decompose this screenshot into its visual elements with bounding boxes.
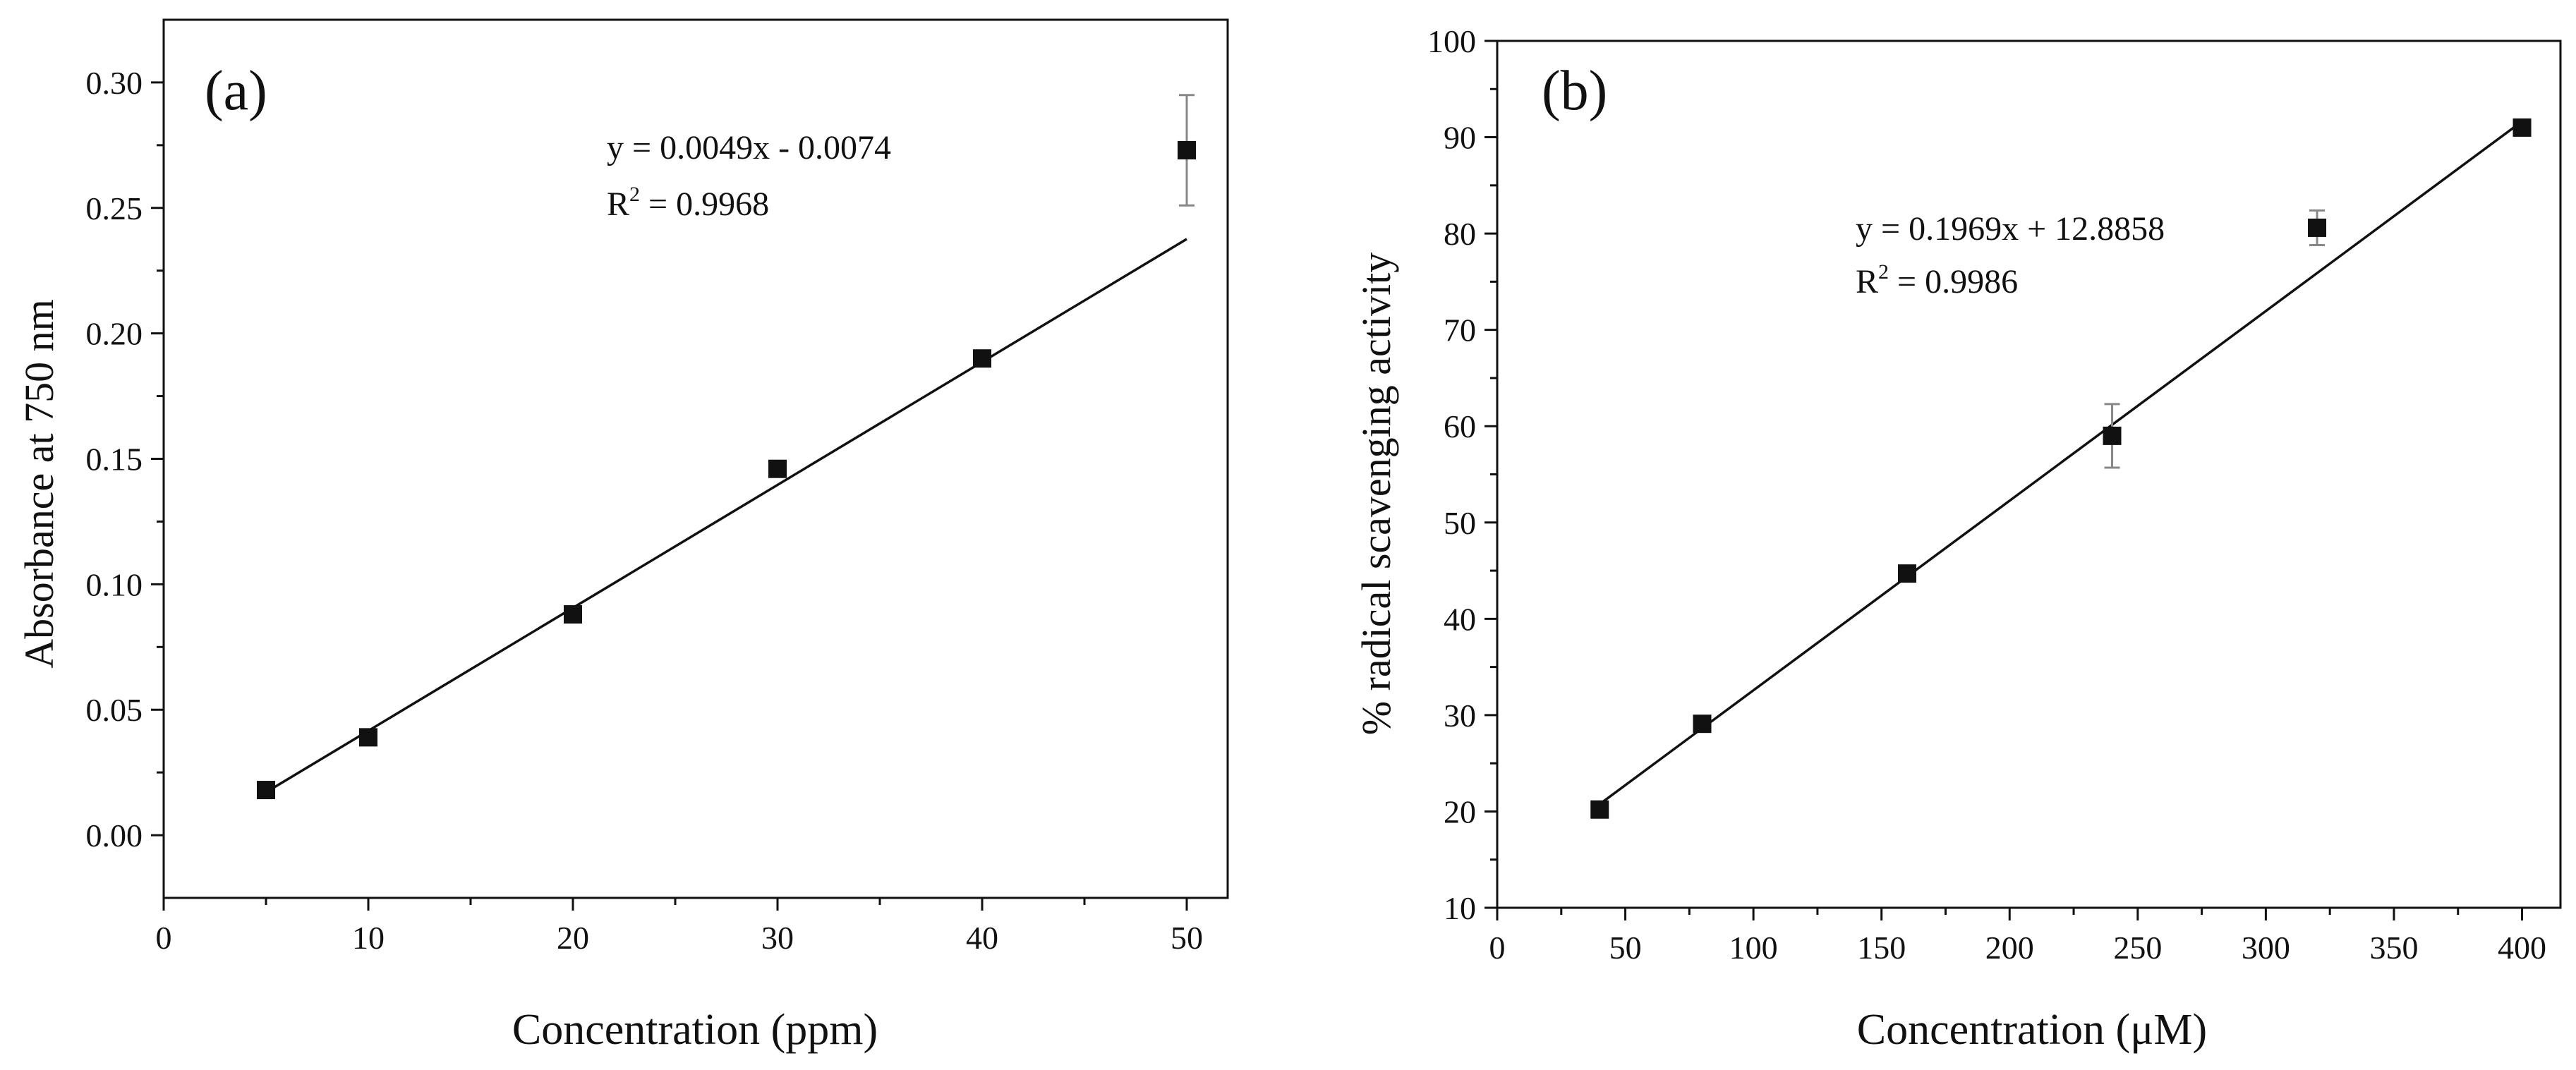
x-tick-label: 200	[1985, 930, 2034, 966]
y-tick-label: 80	[1444, 216, 1476, 252]
y-tick-label: 70	[1444, 312, 1476, 348]
x-tick-label: 50	[1171, 920, 1203, 956]
x-tick-label: 40	[966, 920, 998, 956]
x-tick-label: 0	[156, 920, 172, 956]
y-tick-label: 0.15	[86, 442, 143, 478]
r-squared: R2 = 0.9968	[607, 183, 769, 223]
fit-line	[1599, 120, 2523, 805]
y-tick-label: 40	[1444, 601, 1476, 637]
x-tick-label: 30	[761, 920, 794, 956]
y-tick-label: 20	[1444, 794, 1476, 829]
panel-label: (a)	[205, 60, 267, 122]
fit-line	[265, 238, 1187, 794]
x-tick-label: 0	[1489, 930, 1506, 966]
panel-b: (b) y = 0.1969x + 12.8858 R2 = 0.9986 Co…	[1353, 23, 2562, 1054]
y-tick-label: 50	[1444, 505, 1476, 541]
data-point	[2103, 426, 2122, 445]
data-point	[768, 459, 787, 478]
x-tick-label: 10	[352, 920, 385, 956]
x-tick-label: 250	[2113, 930, 2162, 966]
y-axis-label: Absorbance at 750 nm	[16, 299, 62, 668]
data-point	[2512, 118, 2532, 137]
y-tick-label: 10	[1444, 890, 1476, 926]
x-tick-label: 20	[557, 920, 589, 956]
panel-a: (a) y = 0.0049x - 0.0074 R2 = 0.9968 Con…	[16, 18, 1229, 1054]
data-point	[973, 349, 991, 368]
r-squared: R2 = 0.9986	[1856, 260, 2018, 300]
x-tick-label: 150	[1857, 930, 1906, 966]
y-tick-label: 0.20	[86, 316, 143, 352]
y-tick-label: 0.00	[86, 817, 143, 853]
x-tick-label: 100	[1729, 930, 1778, 966]
plot-frame	[1496, 39, 2562, 909]
data-point	[564, 605, 582, 624]
y-axis-label: % radical scavenging activity	[1353, 253, 1399, 735]
data-point	[257, 781, 275, 800]
y-tick-label: 0.05	[86, 692, 143, 728]
data-point	[1693, 715, 1712, 734]
x-tick-label: 400	[2498, 930, 2546, 966]
y-tick-label: 0.25	[86, 190, 143, 226]
data-point	[2308, 218, 2327, 237]
y-tick-label: 100	[1427, 23, 1476, 59]
x-tick-label: 350	[2369, 930, 2418, 966]
y-tick-label: 60	[1444, 408, 1476, 444]
y-tick-label: 0.10	[86, 566, 143, 602]
data-point	[1590, 800, 1609, 819]
data-point	[1898, 564, 1917, 583]
y-tick-label: 0.30	[86, 65, 143, 101]
y-tick-label: 30	[1444, 698, 1476, 734]
x-tick-label: 300	[2242, 930, 2290, 966]
y-tick-label: 90	[1444, 120, 1476, 156]
x-axis-label: Concentration (ppm)	[512, 1006, 878, 1054]
fit-equation: y = 0.1969x + 12.8858	[1856, 210, 2165, 248]
data-point	[359, 728, 377, 747]
x-tick-label: 50	[1609, 930, 1642, 966]
fit-equation: y = 0.0049x - 0.0074	[607, 129, 891, 166]
data-point	[1178, 140, 1196, 159]
panel-label: (b)	[1542, 60, 1607, 122]
x-axis-label: Concentration (μM)	[1857, 1006, 2207, 1054]
